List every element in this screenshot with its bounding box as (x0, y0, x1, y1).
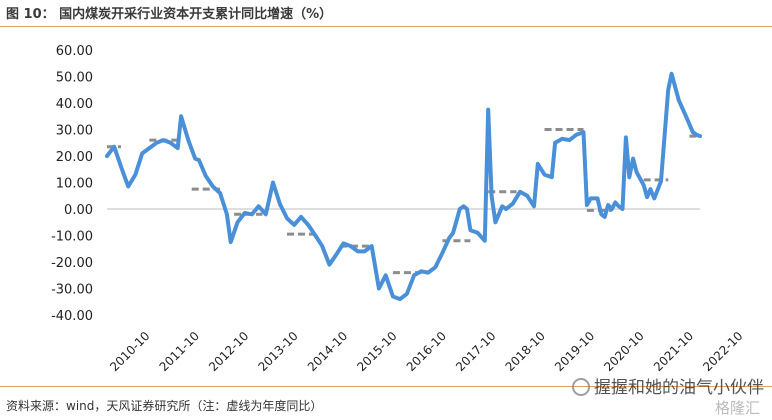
y-tick-label: 10.00 (56, 177, 93, 192)
y-tick-label: 60.00 (56, 44, 93, 59)
x-tick-label: 2019-10 (552, 329, 597, 374)
x-tick-label: 2014-10 (305, 329, 350, 374)
x-tick-label: 2021-10 (651, 329, 696, 374)
watermark-logo: 格隆汇 (714, 399, 760, 417)
top-rule (0, 26, 772, 27)
x-tick-label: 2010-10 (107, 329, 152, 374)
cumulative-yoy-line (105, 71, 702, 302)
y-tick-label: 50.00 (56, 71, 93, 86)
x-tick-label: 2016-10 (404, 329, 449, 374)
x-tick-label: 2017-10 (453, 329, 498, 374)
y-tick-label: 30.00 (56, 124, 93, 139)
bottom-rule (0, 386, 772, 387)
x-tick-label: 2015-10 (354, 329, 399, 374)
y-tick-label: -20.00 (51, 256, 93, 271)
chart-title: 图 10： 国内煤炭开采行业资本开支累计同比增速（%） (6, 7, 333, 22)
x-tick-label: 2020-10 (601, 329, 646, 374)
y-tick-label: 40.00 (56, 97, 93, 112)
x-tick-label: 2012-10 (206, 329, 251, 374)
watermark-text: 握握和她的油气小伙伴 (594, 378, 764, 398)
x-tick-label: 2018-10 (503, 329, 548, 374)
source-note: 资料来源：wind，天风证券研究所（注：虚线为年度同比） (6, 399, 323, 413)
watermark: 握握和她的油气小伙伴 (572, 373, 764, 398)
wechat-icon (572, 378, 590, 396)
y-tick-label: -30.00 (51, 283, 93, 298)
y-tick-label: 20.00 (56, 150, 93, 165)
x-tick-label: 2011-10 (157, 329, 202, 374)
y-tick-label: 0.00 (64, 203, 93, 218)
x-tick-label: 2022-10 (700, 329, 745, 374)
x-tick-label: 2013-10 (255, 329, 300, 374)
y-tick-label: -10.00 (51, 230, 93, 245)
y-tick-label: -40.00 (51, 309, 93, 324)
